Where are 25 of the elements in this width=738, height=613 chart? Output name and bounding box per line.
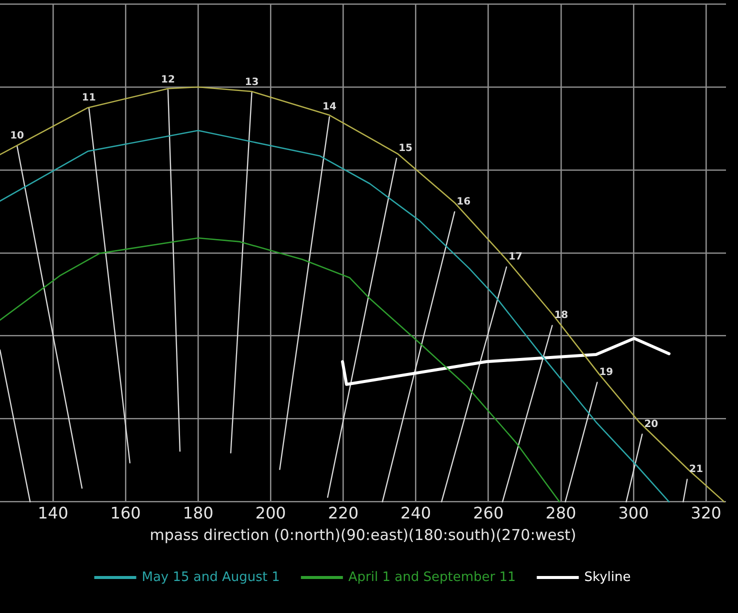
annotation: 21 [689,464,704,475]
annotation: 10 [10,130,24,142]
legend-label: April 1 and September 11 [348,570,516,585]
x-tick-label: 140 [38,504,68,523]
x-tick-label: 300 [618,504,649,523]
annotation: 15 [398,142,413,154]
annotation: 12 [161,74,175,86]
annotation: 11 [82,92,96,104]
annotation: 13 [244,76,259,88]
x-tick-label: 180 [182,504,214,523]
x-tick-label: 280 [546,504,576,523]
x-tick-label: 160 [110,504,141,523]
annotation: 14 [322,101,336,112]
annotation: 19 [599,366,614,378]
annotation: 17 [508,252,522,263]
x-tick-label: 200 [255,504,286,523]
legend-label: May 15 and August 1 [142,570,280,585]
x-tick-label: 260 [473,504,504,523]
x-tick-label: 220 [328,504,358,523]
legend-label: Skyline [584,570,631,585]
annotation: 16 [456,196,471,208]
x-tick-label: 320 [690,504,722,523]
annotation: 20 [644,418,658,430]
x-axis-title: mpass direction (0:north)(90:east)(180:south)(270:west) [150,526,576,544]
x-tick-label: 240 [400,504,432,523]
